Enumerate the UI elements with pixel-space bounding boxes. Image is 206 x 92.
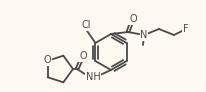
Text: N: N bbox=[140, 30, 147, 40]
Text: F: F bbox=[182, 24, 188, 34]
Text: NH: NH bbox=[85, 72, 100, 82]
Text: O: O bbox=[129, 14, 136, 24]
Text: O: O bbox=[79, 51, 86, 61]
Text: O: O bbox=[44, 55, 51, 65]
Text: Cl: Cl bbox=[81, 20, 91, 30]
